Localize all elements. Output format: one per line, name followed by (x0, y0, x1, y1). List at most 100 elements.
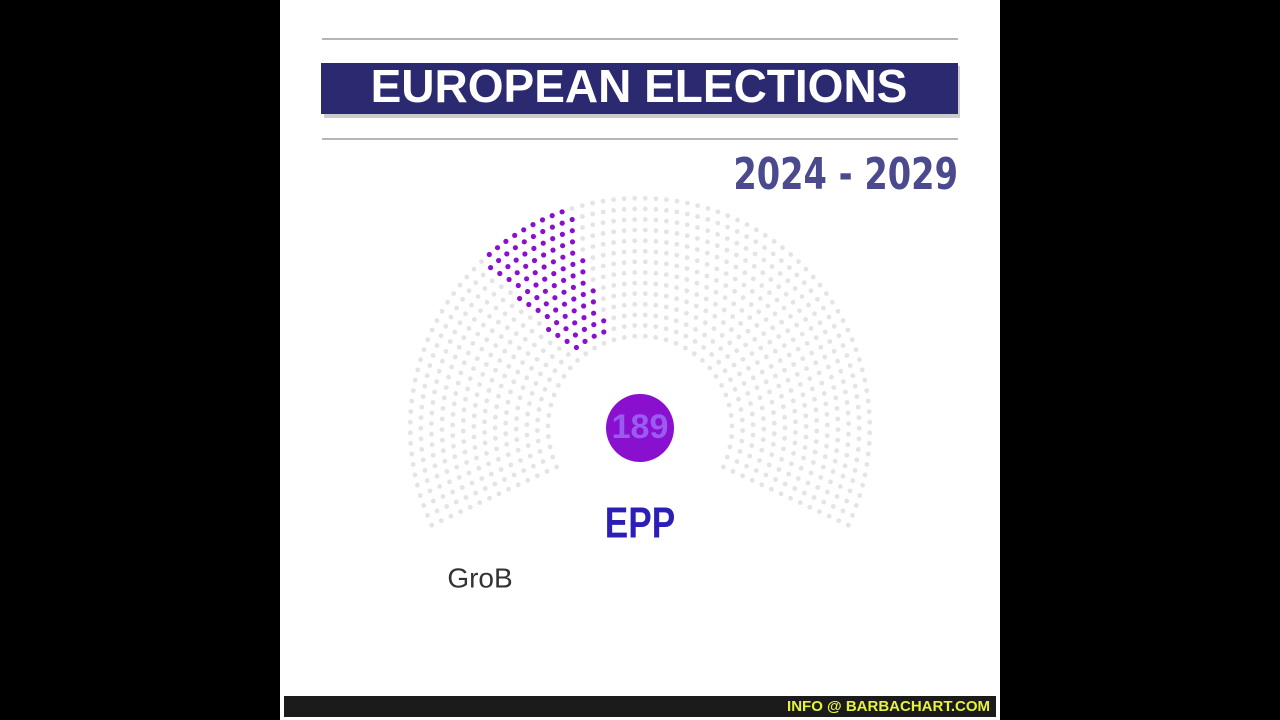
seat (724, 236, 730, 242)
seat (773, 373, 778, 379)
seat (821, 499, 827, 505)
seat (664, 229, 669, 235)
seat (497, 358, 503, 363)
seat (795, 346, 801, 352)
seat (771, 441, 776, 447)
party-seat (560, 266, 566, 272)
seat (862, 472, 868, 478)
seat (743, 258, 748, 263)
seat (813, 439, 819, 444)
seat (664, 218, 669, 224)
seat (841, 379, 846, 384)
seat (830, 469, 836, 474)
seat (611, 304, 617, 310)
seat (674, 285, 679, 291)
seat (694, 292, 700, 297)
seat (621, 228, 627, 234)
party-seat (591, 310, 597, 316)
seat (470, 341, 476, 346)
seat (745, 391, 751, 396)
seat (782, 425, 788, 431)
seat (567, 365, 573, 371)
seat (474, 455, 479, 461)
seat (427, 488, 433, 494)
party-seat (582, 338, 588, 344)
party-seat (549, 213, 555, 219)
seat (664, 261, 669, 267)
seat (807, 504, 813, 510)
seat (461, 335, 467, 341)
seat (471, 413, 477, 419)
seat (770, 325, 775, 331)
seat (448, 513, 454, 519)
seat (447, 479, 452, 485)
seat (723, 392, 729, 398)
seat (664, 240, 669, 245)
seat (741, 282, 747, 288)
seat (736, 334, 742, 340)
seat (535, 438, 541, 444)
seat (473, 490, 478, 496)
party-seat (526, 301, 532, 308)
seat (793, 419, 798, 425)
seat (491, 291, 497, 297)
seat (515, 369, 521, 375)
seat (409, 451, 415, 457)
seat (480, 372, 486, 377)
seat (632, 206, 638, 212)
seat (673, 329, 679, 335)
seat (727, 340, 733, 346)
seat (854, 394, 860, 399)
seat (734, 348, 740, 354)
seat (642, 259, 648, 265)
party-seat (549, 224, 556, 230)
seat (802, 402, 807, 408)
seat (525, 443, 531, 448)
seat (642, 270, 648, 275)
seat (749, 477, 755, 483)
seat (803, 413, 809, 419)
seat (781, 305, 787, 311)
seat (590, 266, 596, 271)
seat (783, 291, 789, 297)
seat (482, 430, 487, 435)
seat (823, 401, 829, 407)
seat (611, 315, 617, 321)
seat (794, 272, 800, 278)
seat (759, 405, 765, 411)
seat (453, 391, 459, 396)
seat (831, 348, 837, 354)
seat (556, 383, 561, 388)
seat (590, 200, 595, 206)
seat (704, 250, 710, 256)
party-seat (525, 288, 531, 295)
party-seat (591, 333, 597, 339)
seat (788, 252, 794, 257)
seat (859, 367, 865, 373)
party-seat (571, 296, 577, 302)
party-seat (569, 239, 576, 245)
party-seat (569, 228, 575, 234)
seat (824, 412, 830, 417)
seat (569, 206, 575, 211)
party-seat (535, 307, 541, 313)
seat (714, 266, 720, 272)
seat (524, 422, 530, 427)
party-seat (570, 273, 576, 279)
seat (653, 207, 659, 212)
seat (792, 440, 798, 446)
seat (684, 233, 690, 239)
seat (786, 471, 791, 477)
seat (854, 457, 860, 463)
party-seat (590, 299, 597, 305)
seat (832, 458, 838, 464)
seat (417, 493, 423, 498)
party-seat (551, 283, 557, 289)
seat (857, 493, 863, 498)
seat (531, 342, 537, 348)
seat (525, 351, 531, 356)
seat (778, 491, 784, 497)
seat (467, 504, 473, 510)
seat (762, 233, 768, 238)
seat (458, 370, 464, 376)
